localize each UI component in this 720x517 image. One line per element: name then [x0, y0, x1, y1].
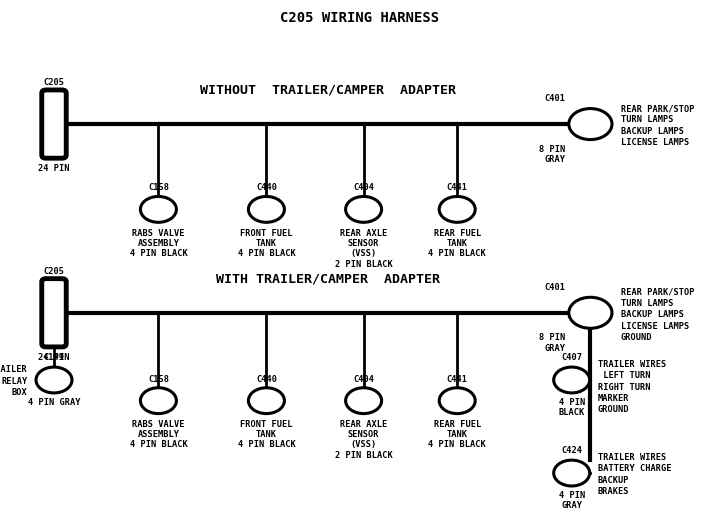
- Text: 4 PIN: 4 PIN: [559, 491, 585, 500]
- Text: BLACK: BLACK: [559, 408, 585, 417]
- Text: ASSEMBLY: ASSEMBLY: [138, 430, 179, 439]
- Text: FRONT FUEL: FRONT FUEL: [240, 229, 292, 237]
- Circle shape: [346, 196, 382, 222]
- Text: C205 WIRING HARNESS: C205 WIRING HARNESS: [280, 11, 440, 25]
- Circle shape: [569, 109, 612, 140]
- Circle shape: [554, 460, 590, 486]
- Text: GROUND: GROUND: [621, 333, 652, 342]
- Text: 4 PIN BLACK: 4 PIN BLACK: [130, 249, 187, 258]
- Circle shape: [140, 196, 176, 222]
- Text: TURN LAMPS: TURN LAMPS: [621, 299, 673, 308]
- Text: BACKUP LAMPS: BACKUP LAMPS: [621, 310, 684, 320]
- Text: C205: C205: [43, 267, 65, 276]
- Text: C424: C424: [561, 446, 582, 455]
- Circle shape: [439, 388, 475, 414]
- Text: C441: C441: [446, 375, 468, 384]
- Text: (VSS): (VSS): [351, 440, 377, 449]
- Text: 4 PIN BLACK: 4 PIN BLACK: [238, 440, 295, 449]
- Text: WITH TRAILER/CAMPER  ADAPTER: WITH TRAILER/CAMPER ADAPTER: [215, 272, 440, 286]
- Text: SENSOR: SENSOR: [348, 239, 379, 248]
- Text: TANK: TANK: [446, 239, 468, 248]
- Text: TRAILER WIRES: TRAILER WIRES: [598, 453, 666, 462]
- Text: TANK: TANK: [256, 239, 277, 248]
- Circle shape: [140, 388, 176, 414]
- Text: GRAY: GRAY: [561, 501, 582, 510]
- FancyBboxPatch shape: [42, 279, 66, 347]
- Circle shape: [439, 196, 475, 222]
- Text: 4 PIN BLACK: 4 PIN BLACK: [238, 249, 295, 258]
- Text: C158: C158: [148, 184, 169, 192]
- Text: BACKUP: BACKUP: [598, 476, 629, 485]
- Text: 2 PIN BLACK: 2 PIN BLACK: [335, 451, 392, 460]
- Text: 24 PIN: 24 PIN: [38, 353, 70, 362]
- Text: REAR FUEL: REAR FUEL: [433, 420, 481, 429]
- Text: C149: C149: [43, 353, 65, 362]
- Text: LEFT TURN: LEFT TURN: [598, 371, 650, 381]
- Text: WITHOUT  TRAILER/CAMPER  ADAPTER: WITHOUT TRAILER/CAMPER ADAPTER: [199, 84, 456, 97]
- Text: REAR AXLE: REAR AXLE: [340, 420, 387, 429]
- Text: 8 PIN: 8 PIN: [539, 145, 565, 154]
- FancyBboxPatch shape: [42, 90, 66, 158]
- Text: TANK: TANK: [446, 430, 468, 439]
- Text: 4 PIN GRAY: 4 PIN GRAY: [28, 398, 80, 407]
- Text: 8 PIN: 8 PIN: [539, 333, 565, 342]
- Text: C441: C441: [446, 184, 468, 192]
- Text: RIGHT TURN: RIGHT TURN: [598, 383, 650, 392]
- Text: RABS VALVE: RABS VALVE: [132, 229, 184, 237]
- Text: C407: C407: [561, 353, 582, 362]
- Text: C205: C205: [43, 78, 65, 87]
- Text: TANK: TANK: [256, 430, 277, 439]
- Text: C158: C158: [148, 375, 169, 384]
- Circle shape: [36, 367, 72, 393]
- Circle shape: [248, 196, 284, 222]
- Text: 24 PIN: 24 PIN: [38, 164, 70, 173]
- Text: RELAY: RELAY: [1, 376, 27, 386]
- Text: (VSS): (VSS): [351, 249, 377, 258]
- Text: LICENSE LAMPS: LICENSE LAMPS: [621, 138, 689, 147]
- Text: FRONT FUEL: FRONT FUEL: [240, 420, 292, 429]
- Text: REAR AXLE: REAR AXLE: [340, 229, 387, 237]
- Text: TRAILER: TRAILER: [0, 365, 27, 374]
- Text: 4 PIN: 4 PIN: [559, 398, 585, 407]
- Text: 4 PIN BLACK: 4 PIN BLACK: [130, 440, 187, 449]
- Text: TRAILER WIRES: TRAILER WIRES: [598, 360, 666, 369]
- Text: GROUND: GROUND: [598, 405, 629, 415]
- Circle shape: [569, 297, 612, 328]
- Text: C440: C440: [256, 375, 277, 384]
- Text: BATTERY CHARGE: BATTERY CHARGE: [598, 464, 671, 474]
- Text: BACKUP LAMPS: BACKUP LAMPS: [621, 127, 684, 136]
- Text: C440: C440: [256, 184, 277, 192]
- Text: LICENSE LAMPS: LICENSE LAMPS: [621, 322, 689, 331]
- Text: RABS VALVE: RABS VALVE: [132, 420, 184, 429]
- Text: TURN LAMPS: TURN LAMPS: [621, 115, 673, 125]
- Text: REAR PARK/STOP: REAR PARK/STOP: [621, 287, 694, 297]
- Circle shape: [346, 388, 382, 414]
- Text: C404: C404: [353, 375, 374, 384]
- Text: 4 PIN BLACK: 4 PIN BLACK: [428, 249, 486, 258]
- Text: MARKER: MARKER: [598, 394, 629, 403]
- Text: REAR FUEL: REAR FUEL: [433, 229, 481, 237]
- Text: REAR PARK/STOP: REAR PARK/STOP: [621, 104, 694, 113]
- Text: BRAKES: BRAKES: [598, 487, 629, 496]
- Text: SENSOR: SENSOR: [348, 430, 379, 439]
- Text: BOX: BOX: [12, 388, 27, 397]
- Text: 4 PIN BLACK: 4 PIN BLACK: [428, 440, 486, 449]
- Text: C401: C401: [544, 95, 565, 103]
- Text: C401: C401: [544, 283, 565, 292]
- Text: 2 PIN BLACK: 2 PIN BLACK: [335, 260, 392, 268]
- Circle shape: [248, 388, 284, 414]
- Text: ASSEMBLY: ASSEMBLY: [138, 239, 179, 248]
- Circle shape: [554, 367, 590, 393]
- Text: C404: C404: [353, 184, 374, 192]
- Text: GRAY: GRAY: [544, 155, 565, 164]
- Text: GRAY: GRAY: [544, 344, 565, 353]
